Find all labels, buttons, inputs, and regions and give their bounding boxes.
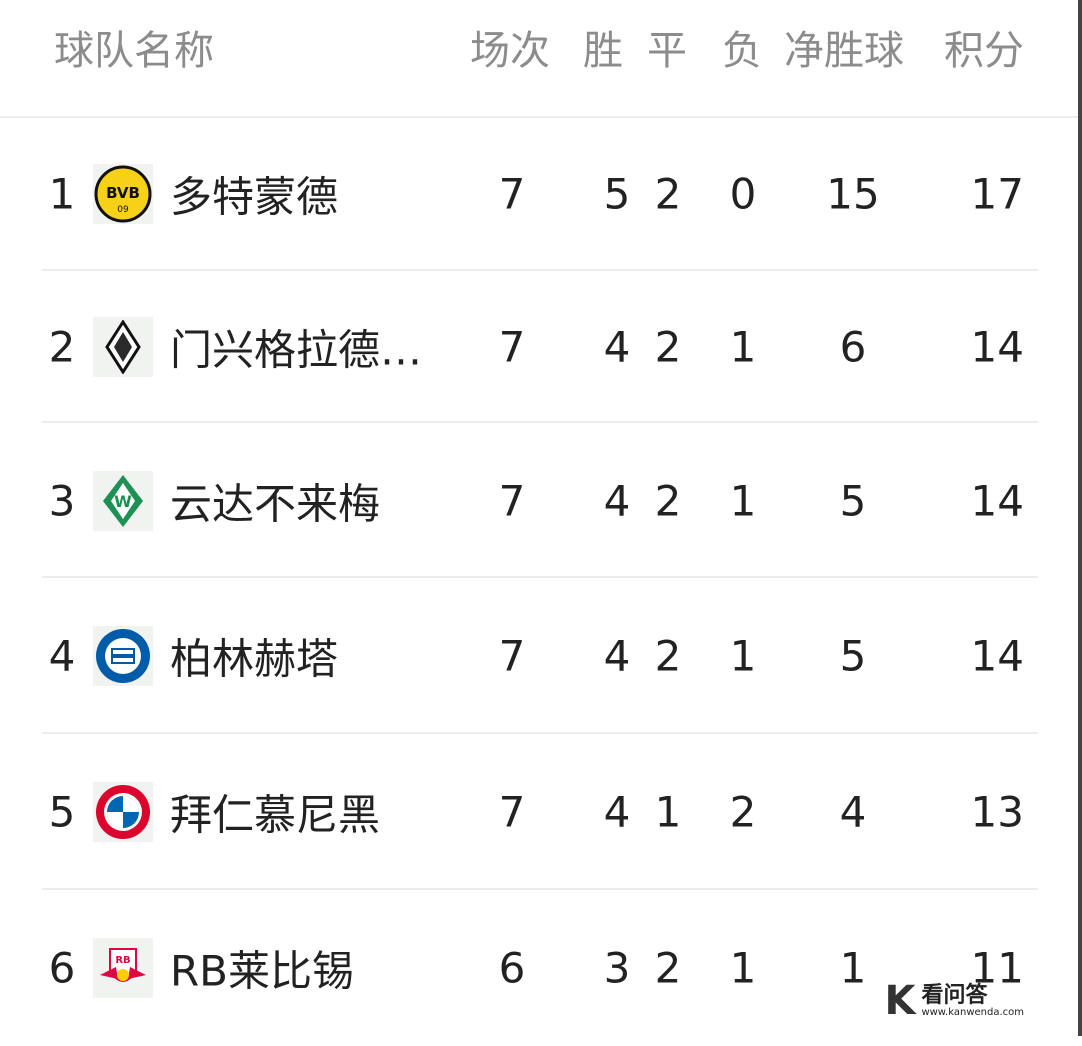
played: 7 [498,631,526,681]
rank: 5 [48,787,76,837]
row-divider [42,732,1038,734]
table-row[interactable]: 3 W 云达不来梅 7 4 2 1 5 14 [0,423,1078,578]
rank: 4 [48,631,76,681]
played: 7 [498,169,526,218]
drawn: 2 [654,943,682,993]
won: 5 [603,169,631,218]
points: 14 [970,476,1024,525]
points: 13 [970,787,1024,837]
rank: 6 [48,943,76,993]
rank: 3 [48,476,76,525]
scrollbar-edge [1078,0,1082,1036]
werder-crest-icon: W [93,470,153,531]
gladbach-crest-icon [93,317,153,377]
won: 4 [603,631,631,681]
table-row[interactable]: 6 RB RB莱比锡 6 3 2 1 1 11 [0,890,1078,1046]
svg-text:RB: RB [115,955,130,966]
rank: 2 [48,322,76,372]
rank: 1 [48,169,76,218]
row-divider [42,576,1038,578]
table-row[interactable]: 5 拜仁慕尼黑 7 4 1 2 4 13 [0,734,1078,890]
played: 7 [498,322,526,372]
points: 11 [970,943,1024,993]
won: 3 [603,943,631,993]
lost: 0 [729,169,757,218]
table-row[interactable]: 2 门兴格拉德… 7 4 2 1 6 14 [0,271,1078,423]
row-divider [42,888,1038,890]
lost: 1 [729,943,757,993]
header-drawn: 平 [647,28,687,74]
points: 14 [970,631,1024,681]
watermark-url: www.kanwenda.com [921,1006,1024,1018]
table-row[interactable]: 1 BVB 09 多特蒙德 7 5 2 0 15 17 [0,116,1078,271]
team-name: 云达不来梅 [170,479,381,528]
bayern-crest-icon [93,782,153,842]
team-name: 多特蒙德 [170,172,339,221]
goal-difference: 15 [826,169,880,218]
lost: 1 [729,631,757,681]
team-name: 门兴格拉德… [170,325,423,375]
header-won: 胜 [583,28,623,74]
header-team: 球队名称 [54,28,214,74]
lost: 1 [729,476,757,525]
svg-text:09: 09 [117,205,129,215]
lost: 2 [729,787,757,837]
team-name: 拜仁慕尼黑 [170,790,381,840]
header-gd: 净胜球 [784,28,904,74]
watermark: K 看问答 www.kanwenda.com [884,978,1024,1024]
team-name: RB莱比锡 [170,946,354,996]
played: 7 [498,476,526,525]
drawn: 2 [654,476,682,525]
drawn: 2 [654,169,682,218]
watermark-logo: K [884,978,916,1024]
svg-text:W: W [114,492,132,511]
drawn: 2 [654,631,682,681]
drawn: 1 [654,787,682,837]
table-row[interactable]: 4 柏林赫塔 7 4 2 1 5 14 [0,578,1078,734]
played: 7 [498,787,526,837]
goal-difference: 5 [839,631,867,681]
lost: 1 [729,322,757,372]
row-divider [42,269,1038,271]
watermark-name: 看问答 [921,982,988,1008]
bvb-crest-icon: BVB 09 [93,163,153,224]
header-lost: 负 [722,28,762,74]
team-name: 柏林赫塔 [170,634,339,684]
points: 14 [970,322,1024,372]
goal-difference: 4 [839,787,867,837]
goal-difference: 1 [839,943,867,993]
table-header: 球队名称 场次 胜 平 负 净胜球 积分 [0,0,1078,118]
won: 4 [603,322,631,372]
played: 6 [498,943,526,993]
header-points: 积分 [944,28,1024,74]
won: 4 [603,476,631,525]
header-played: 场次 [470,28,550,74]
goal-difference: 5 [839,476,867,525]
leipzig-crest-icon: RB [93,938,153,998]
goal-difference: 6 [839,322,867,372]
hertha-crest-icon [93,626,153,686]
points: 17 [970,169,1024,218]
won: 4 [603,787,631,837]
svg-text:BVB: BVB [106,184,140,202]
row-divider [42,421,1038,423]
drawn: 2 [654,322,682,372]
